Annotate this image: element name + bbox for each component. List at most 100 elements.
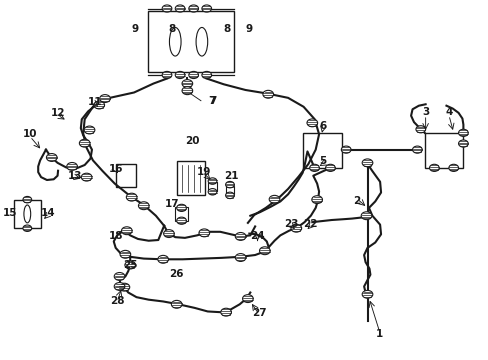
- Circle shape: [199, 229, 209, 237]
- Text: 12: 12: [50, 108, 65, 118]
- Text: 16: 16: [108, 163, 122, 174]
- Circle shape: [341, 146, 350, 153]
- Ellipse shape: [24, 205, 31, 223]
- Circle shape: [235, 253, 245, 261]
- Text: 28: 28: [110, 296, 124, 306]
- Bar: [424, 133, 463, 168]
- Circle shape: [23, 197, 32, 203]
- Ellipse shape: [169, 27, 181, 56]
- Circle shape: [458, 129, 468, 136]
- Bar: [176, 161, 204, 195]
- Text: 15: 15: [3, 208, 18, 218]
- Circle shape: [208, 189, 217, 195]
- Circle shape: [81, 173, 92, 181]
- Text: 20: 20: [184, 136, 199, 147]
- Circle shape: [94, 101, 104, 109]
- Circle shape: [225, 181, 234, 188]
- Text: 25: 25: [122, 260, 137, 270]
- Text: 6: 6: [319, 121, 326, 131]
- Text: 7: 7: [208, 96, 216, 106]
- Circle shape: [171, 300, 182, 308]
- Bar: [14, 200, 41, 228]
- Text: 13: 13: [68, 171, 82, 181]
- Text: 1: 1: [375, 329, 383, 339]
- Text: 14: 14: [41, 208, 55, 218]
- Text: 27: 27: [251, 308, 266, 318]
- Text: 10: 10: [22, 129, 37, 139]
- Circle shape: [175, 71, 184, 78]
- Text: 5: 5: [319, 157, 326, 166]
- Bar: [175, 207, 187, 221]
- Circle shape: [269, 195, 279, 203]
- Ellipse shape: [196, 27, 207, 56]
- Bar: [116, 164, 136, 187]
- Text: 2: 2: [352, 196, 360, 206]
- Circle shape: [114, 273, 124, 280]
- Circle shape: [188, 71, 198, 78]
- Circle shape: [220, 308, 231, 316]
- Circle shape: [361, 212, 371, 220]
- Bar: [302, 133, 342, 168]
- Text: 3: 3: [421, 107, 428, 117]
- Text: 11: 11: [88, 97, 102, 107]
- Circle shape: [100, 95, 110, 103]
- Bar: [208, 182, 217, 191]
- Circle shape: [263, 90, 273, 98]
- Circle shape: [158, 255, 168, 263]
- Circle shape: [235, 233, 245, 240]
- Text: 19: 19: [197, 167, 211, 177]
- Circle shape: [325, 164, 335, 171]
- Circle shape: [124, 261, 135, 269]
- Circle shape: [79, 139, 90, 147]
- Circle shape: [176, 217, 186, 224]
- Circle shape: [362, 159, 372, 167]
- Circle shape: [120, 250, 130, 258]
- Circle shape: [138, 202, 149, 210]
- Text: 8: 8: [223, 24, 230, 34]
- Circle shape: [242, 295, 253, 302]
- Circle shape: [428, 164, 438, 171]
- Circle shape: [175, 5, 184, 12]
- Circle shape: [415, 126, 425, 133]
- Circle shape: [225, 192, 234, 199]
- Circle shape: [202, 5, 211, 12]
- Circle shape: [23, 225, 32, 231]
- Circle shape: [119, 283, 129, 291]
- Bar: [147, 12, 233, 72]
- Circle shape: [67, 162, 77, 170]
- Circle shape: [202, 71, 211, 78]
- Text: 21: 21: [223, 171, 238, 181]
- Circle shape: [114, 283, 124, 291]
- Circle shape: [259, 247, 269, 255]
- Text: 7: 7: [207, 96, 215, 107]
- Circle shape: [84, 126, 95, 134]
- Circle shape: [182, 87, 192, 95]
- Circle shape: [448, 164, 458, 171]
- Circle shape: [290, 224, 301, 232]
- Circle shape: [362, 291, 372, 298]
- Text: 23: 23: [284, 219, 298, 229]
- Text: 24: 24: [250, 231, 264, 242]
- Circle shape: [306, 119, 317, 127]
- Text: 17: 17: [164, 199, 179, 209]
- Circle shape: [412, 146, 421, 153]
- Text: 26: 26: [169, 269, 183, 279]
- Circle shape: [309, 164, 319, 171]
- Circle shape: [458, 140, 468, 147]
- Circle shape: [163, 230, 174, 238]
- Circle shape: [121, 227, 132, 235]
- Circle shape: [162, 71, 171, 78]
- Circle shape: [188, 5, 198, 12]
- Text: 22: 22: [303, 219, 318, 229]
- Circle shape: [162, 5, 171, 12]
- Text: 9: 9: [245, 24, 252, 34]
- Circle shape: [311, 196, 322, 203]
- Circle shape: [182, 80, 192, 87]
- Text: 8: 8: [168, 24, 175, 34]
- Circle shape: [46, 154, 57, 161]
- Circle shape: [208, 178, 217, 184]
- Circle shape: [176, 204, 186, 211]
- Text: 4: 4: [444, 107, 451, 117]
- Text: 18: 18: [108, 231, 122, 242]
- Circle shape: [126, 193, 137, 201]
